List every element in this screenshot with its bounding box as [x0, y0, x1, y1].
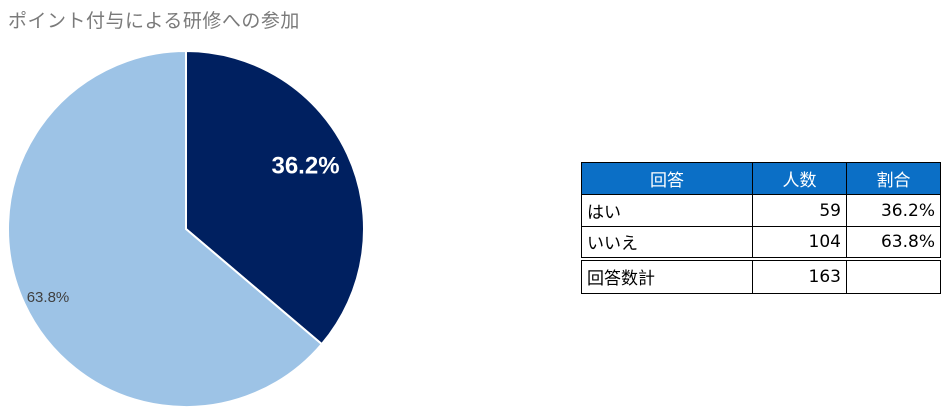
- pie-slice-1: [185, 49, 365, 346]
- table-header-row: 回答 人数 割合: [581, 162, 941, 195]
- header-count: 人数: [752, 162, 847, 195]
- table-row: いいえ 104 63.8%: [581, 226, 941, 259]
- cell-count: 59: [752, 194, 847, 227]
- cell-ratio: 36.2%: [846, 194, 941, 227]
- summary-table: 回答 人数 割合 はい 59 36.2% いいえ 104 63.8% 回答数計 …: [581, 162, 941, 294]
- cell-ratio: 63.8%: [846, 226, 941, 259]
- total-ratio: [846, 256, 941, 294]
- table-total-row: 回答数計 163: [581, 256, 941, 294]
- cell-answer: いいえ: [581, 226, 753, 259]
- cell-answer: はい: [581, 194, 753, 227]
- cell-count: 104: [752, 226, 847, 259]
- total-label: 回答数計: [581, 256, 753, 294]
- pie-slice-label-2: 63.8%: [27, 289, 70, 306]
- header-answer: 回答: [581, 162, 753, 195]
- total-count: 163: [752, 256, 847, 294]
- pie-slice-label-1: 36.2%: [271, 153, 339, 180]
- table-row: はい 59 36.2%: [581, 194, 941, 227]
- header-ratio: 割合: [846, 162, 941, 195]
- pie-slice-2: [7, 49, 324, 408]
- chart-title: ポイント付与による研修への参加: [8, 10, 300, 32]
